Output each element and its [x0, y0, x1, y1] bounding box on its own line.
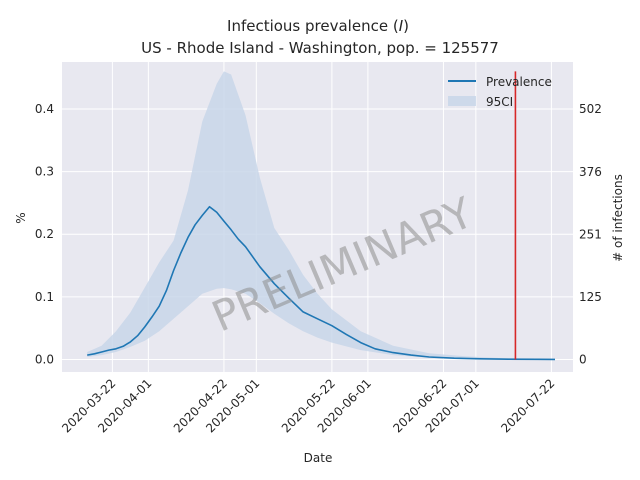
legend-label-95ci: 95CI [486, 95, 513, 109]
y-tick-label: 0.3 [35, 165, 54, 179]
legend-band-swatch [448, 96, 476, 106]
y-axis-ticks: 0.0 0.1 0.2 0.3 0.4 [35, 102, 54, 367]
right-axis-label: # of infections [611, 174, 625, 262]
y-tick-label: 0.0 [35, 352, 54, 366]
confidence-band-layer [87, 71, 555, 360]
y-axis-label: % [14, 212, 28, 223]
right-tick-label: 376 [579, 165, 602, 179]
right-tick-label: 125 [579, 290, 602, 304]
y-tick-label: 0.4 [35, 102, 54, 116]
x-tick-label: 2020-07-22 [498, 376, 557, 435]
right-axis-ticks: 0 125 251 376 502 [579, 102, 602, 366]
legend: Prevalence 95CI [448, 75, 552, 109]
right-tick-label: 251 [579, 227, 602, 241]
prevalence-line [87, 205, 556, 361]
confidence-band [87, 71, 555, 360]
y-tick-label: 0.1 [35, 290, 54, 304]
x-axis-label: Date [304, 451, 333, 465]
prevalence-line-layer [87, 205, 556, 361]
right-tick-label: 502 [579, 102, 602, 116]
legend-label-prevalence: Prevalence [486, 75, 552, 89]
right-tick-label: 0 [579, 352, 587, 366]
y-tick-label: 0.2 [35, 227, 54, 241]
chart-title-line-1: Infectious prevalence (I) [227, 17, 409, 35]
chart-title-line-2: US - Rhode Island - Washington, pop. = 1… [141, 39, 499, 57]
